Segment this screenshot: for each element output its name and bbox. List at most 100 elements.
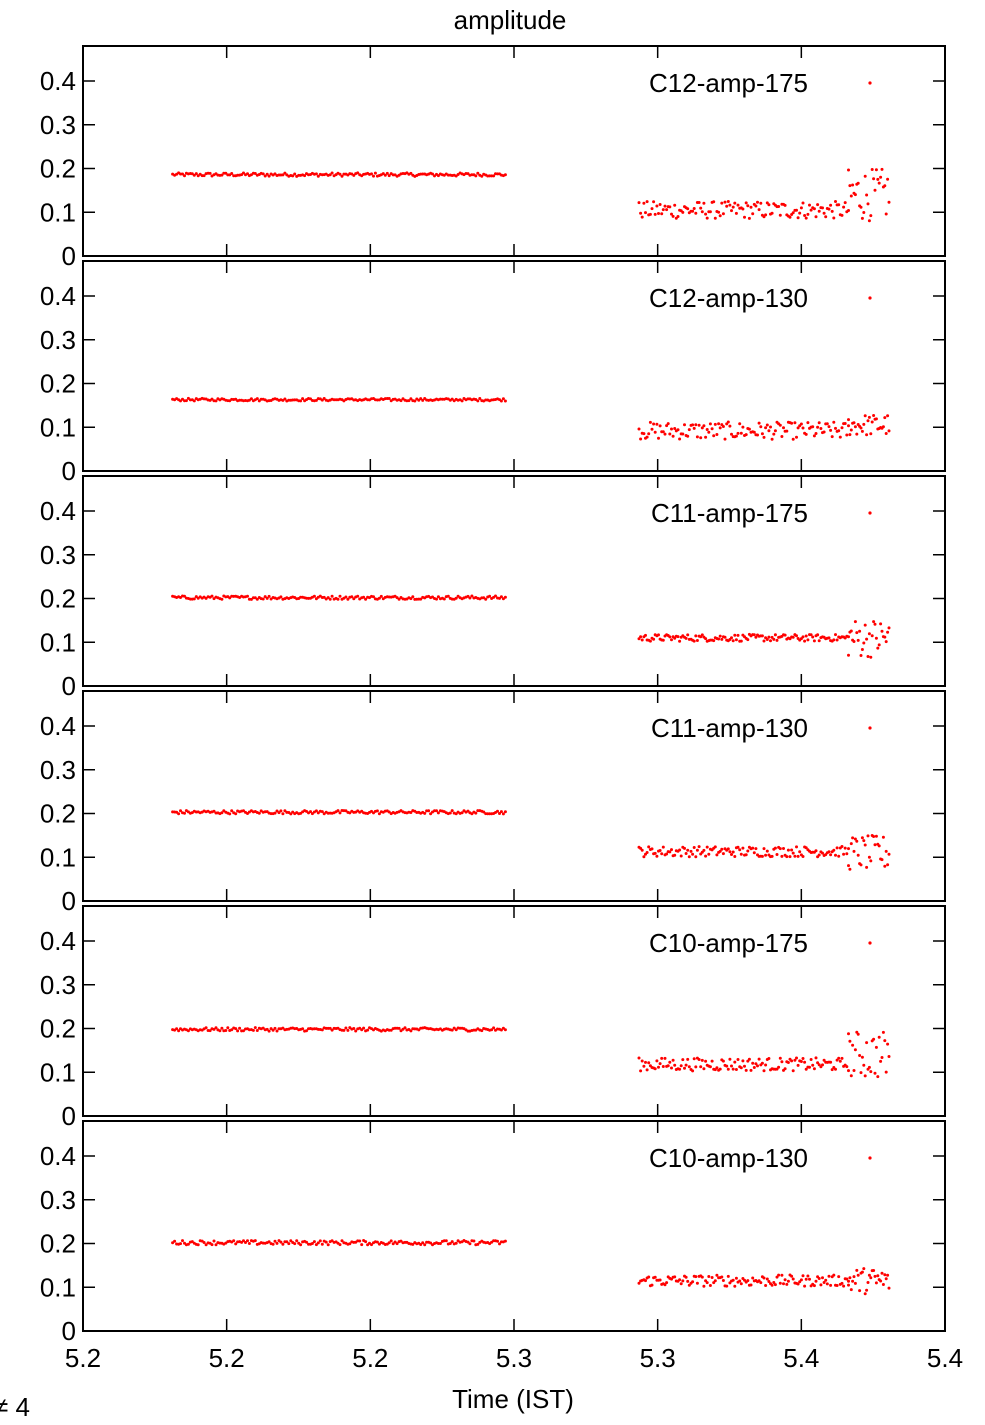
data-point — [886, 1042, 890, 1046]
data-point — [663, 432, 667, 436]
data-point — [866, 202, 870, 206]
data-point — [886, 630, 890, 634]
data-point — [697, 201, 701, 204]
data-point — [728, 850, 732, 854]
data-point — [421, 398, 425, 402]
y-tick-label: 0 — [62, 241, 76, 271]
data-point — [832, 638, 836, 642]
data-point — [806, 1274, 810, 1278]
data-point — [665, 1281, 669, 1285]
legend-label: C10-amp-130 — [649, 1143, 808, 1173]
data-point — [715, 853, 719, 857]
data-point — [817, 1277, 821, 1280]
data-point — [804, 846, 808, 850]
data-point — [853, 1048, 857, 1052]
data-point — [655, 854, 659, 858]
data-point — [360, 1243, 364, 1247]
data-point — [362, 595, 366, 599]
data-point — [397, 597, 401, 601]
data-point — [843, 422, 847, 425]
data-point — [267, 1029, 271, 1033]
data-point — [851, 1279, 855, 1283]
data-point — [809, 1058, 813, 1061]
data-point — [827, 636, 831, 640]
data-point — [342, 1028, 346, 1032]
data-point — [872, 1037, 876, 1041]
data-point — [880, 858, 884, 862]
data-point — [835, 638, 839, 642]
data-point — [739, 852, 743, 856]
data-point — [450, 1028, 454, 1032]
data-point — [851, 1043, 855, 1047]
data-point — [877, 1035, 881, 1039]
data-point — [798, 211, 802, 215]
data-point — [186, 1029, 190, 1033]
data-point — [338, 1243, 342, 1247]
data-point — [684, 636, 688, 640]
data-point — [814, 1056, 818, 1060]
data-point — [874, 834, 878, 838]
data-point — [734, 434, 738, 438]
data-point — [743, 215, 746, 219]
y-tick-label: 0.1 — [40, 842, 76, 872]
data-point — [856, 1032, 860, 1036]
data-point — [364, 1240, 368, 1244]
data-point — [730, 1064, 733, 1068]
data-point — [179, 809, 182, 813]
y-tick-label: 0 — [62, 1316, 76, 1346]
data-point — [809, 633, 813, 637]
data-point — [881, 1283, 885, 1286]
data-point — [663, 1056, 667, 1060]
data-point — [874, 417, 878, 421]
data-point — [862, 1063, 866, 1067]
data-point — [816, 1061, 820, 1065]
data-point — [330, 594, 334, 598]
data-point — [472, 1239, 476, 1243]
data-point — [835, 1284, 839, 1287]
data-point — [804, 216, 808, 220]
data-point — [699, 206, 703, 210]
data-point — [673, 1063, 677, 1067]
data-point — [883, 1273, 887, 1277]
data-point — [249, 597, 253, 601]
y-tick-label: 0.2 — [40, 369, 76, 399]
data-point — [702, 201, 706, 205]
data-point — [358, 1239, 362, 1243]
data-point — [344, 809, 348, 813]
data-point — [318, 1239, 322, 1243]
data-point — [855, 1268, 859, 1272]
panel-frame — [82, 1120, 946, 1332]
data-point — [773, 633, 777, 637]
data-point — [751, 846, 755, 850]
data-point — [375, 1240, 379, 1244]
data-point — [873, 188, 877, 192]
data-point — [731, 1067, 735, 1071]
data-point — [244, 1241, 247, 1244]
data-point — [814, 432, 818, 435]
data-point — [775, 853, 779, 856]
data-point — [314, 398, 318, 402]
data-point — [708, 210, 712, 214]
y-tick-label: 0 — [62, 1101, 76, 1131]
data-point — [657, 212, 660, 215]
data-point — [255, 397, 259, 401]
y-tick-label: 0 — [62, 886, 76, 916]
data-point — [710, 427, 714, 431]
data-point — [411, 1242, 415, 1246]
data-point — [845, 1065, 849, 1069]
data-point — [866, 834, 870, 838]
data-point — [687, 855, 691, 859]
data-point — [320, 1028, 324, 1032]
data-point — [366, 1028, 370, 1032]
data-point — [655, 204, 659, 208]
data-point — [326, 1243, 330, 1247]
data-point — [496, 809, 499, 813]
data-point — [873, 1274, 877, 1278]
data-point — [752, 430, 756, 434]
data-point — [668, 1060, 672, 1064]
data-point — [741, 846, 745, 850]
data-point — [670, 638, 673, 642]
data-point — [665, 424, 669, 428]
data-point — [350, 595, 354, 599]
data-point — [744, 433, 748, 437]
